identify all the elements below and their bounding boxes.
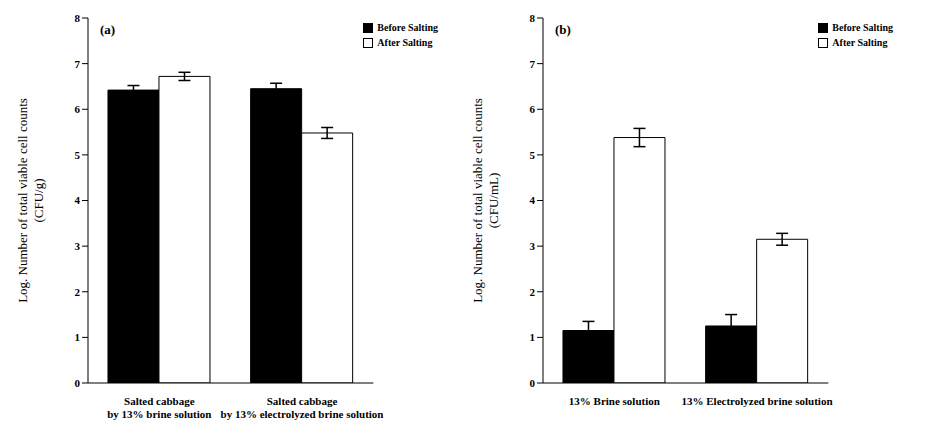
svg-text:13% Electrolyzed brine solutio: 13% Electrolyzed brine solution [681, 395, 832, 407]
html-text:After Salting: After Salting [832, 37, 888, 48]
svg-text:8: 8 [75, 12, 81, 24]
svg-text:1: 1 [530, 331, 536, 343]
svg-text:3: 3 [530, 240, 536, 252]
html-text:(a): (a) [100, 22, 116, 37]
svg-text:Log. Number of total viable ce: Log. Number of total viable cell counts(… [15, 98, 46, 303]
svg-text:4: 4 [530, 194, 536, 206]
svg-text:2: 2 [530, 286, 536, 298]
html-text:Before Salting: Before Salting [832, 22, 893, 33]
svg-text:2: 2 [75, 286, 81, 298]
svg-text:13% Brine solution: 13% Brine solution [569, 395, 660, 407]
html-text:(b): (b) [555, 22, 571, 37]
svg-text:5: 5 [75, 149, 81, 161]
svg-text:Salted cabbageby 13% electroly: Salted cabbageby 13% electrolyzed brine … [221, 395, 384, 420]
svg-text:4: 4 [75, 194, 81, 206]
svg-text:5: 5 [530, 149, 536, 161]
svg-text:1: 1 [75, 331, 81, 343]
svg-text:7: 7 [530, 58, 536, 70]
svg-text:8: 8 [530, 12, 536, 24]
svg-text:0: 0 [530, 377, 536, 389]
svg-text:0: 0 [75, 377, 81, 389]
svg-text:3: 3 [75, 240, 81, 252]
svg-text:Log. Number of total viable ce: Log. Number of total viable cell counts(… [470, 98, 501, 303]
svg-text:6: 6 [75, 103, 81, 115]
svg-text:7: 7 [75, 58, 81, 70]
svg-text:6: 6 [530, 103, 536, 115]
html-text:Before Salting: Before Salting [377, 22, 438, 33]
svg-text:Salted cabbageby 13% brine sol: Salted cabbageby 13% brine solution [107, 395, 211, 420]
html-text:After Salting: After Salting [377, 37, 433, 48]
